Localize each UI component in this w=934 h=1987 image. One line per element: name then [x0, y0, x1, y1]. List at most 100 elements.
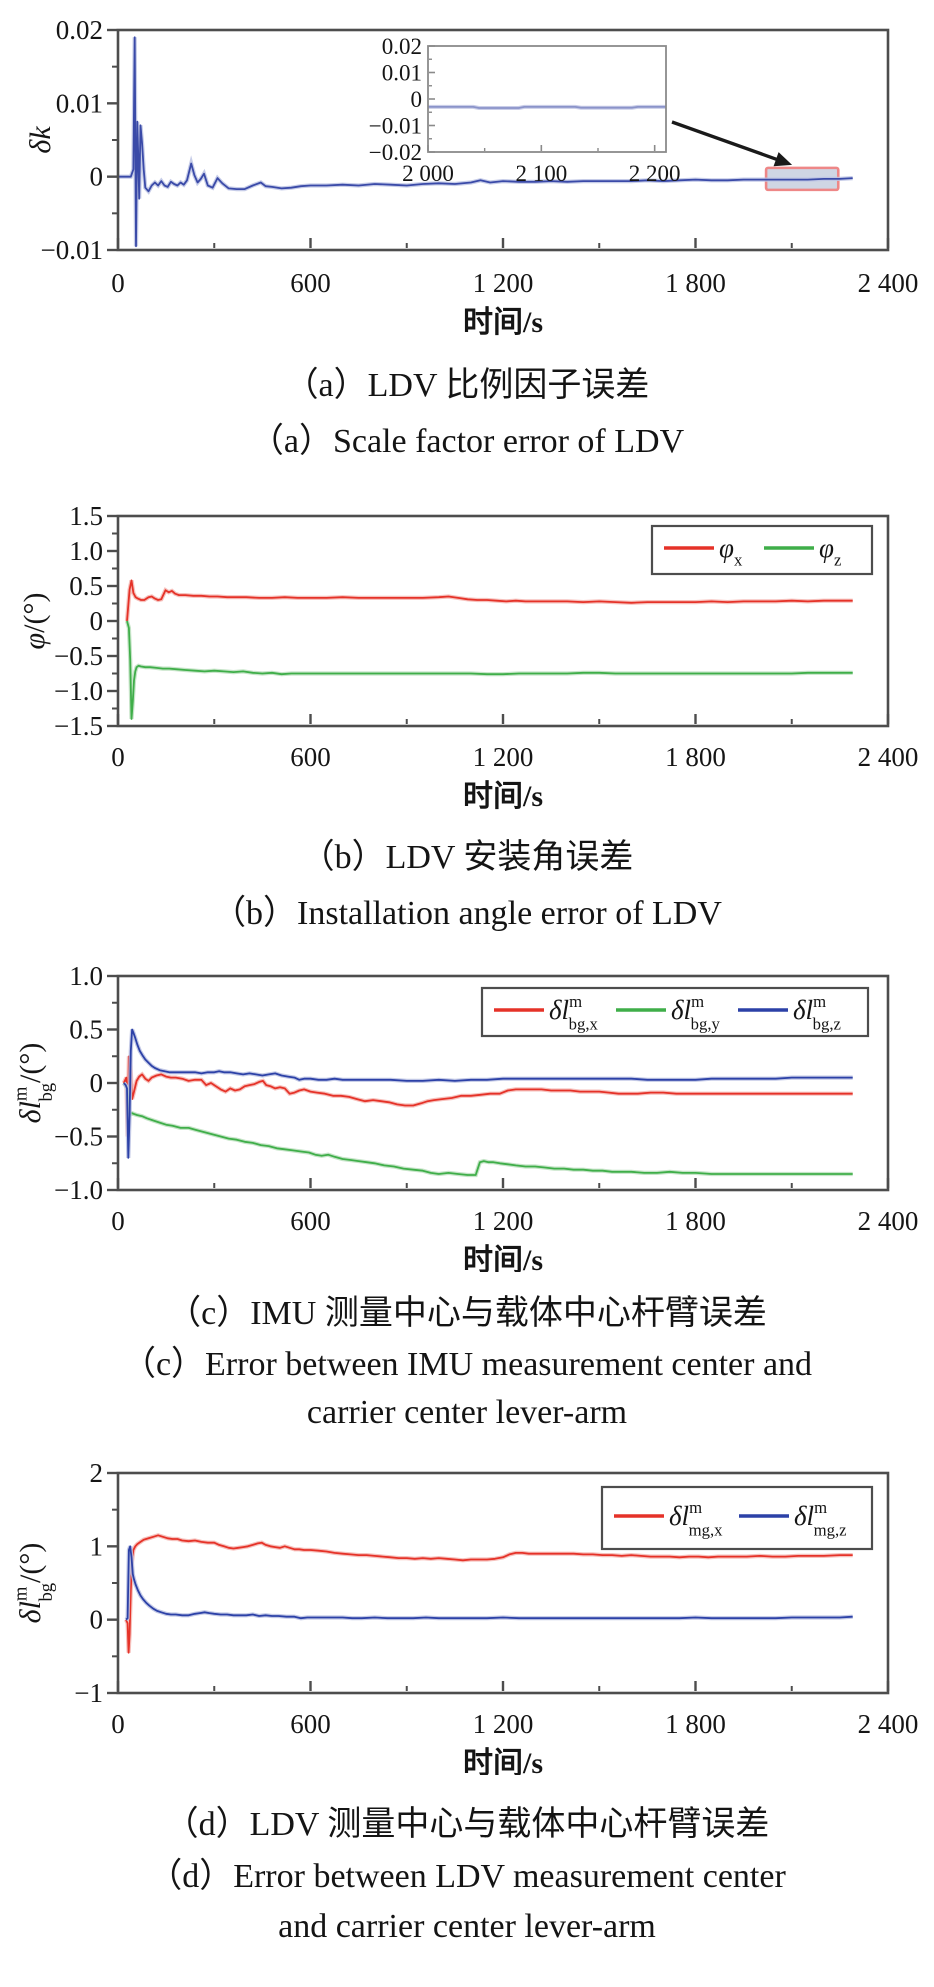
panel-a: 0.02 0.01 0 −0.01 0 600 1 200 1 800 2 400 时间/s δk 0…: [0, 0, 934, 462]
x-tick-label: 1 200: [473, 268, 534, 298]
x-tick-label: 1 200: [473, 742, 534, 772]
panel-c-caption-en-line2: carrier center lever-arm: [306, 1393, 628, 1431]
x-tick-label: 0: [111, 1709, 125, 1739]
x-tick-label: 600: [290, 742, 331, 772]
x-tick-label: 0: [111, 742, 125, 772]
y-tick-label: 0: [90, 162, 104, 192]
y-tick-label: 1.0: [69, 961, 103, 991]
inset-x-tick-label: 2 100: [515, 161, 567, 186]
x-axis-title: 时间/s: [463, 780, 543, 810]
x-tick-label: 600: [290, 268, 331, 298]
x-tick-label: 1 800: [665, 268, 726, 298]
panel-a-caption-en: （a）Scale factor error of LDV: [249, 423, 685, 461]
series-line-d-0: [125, 1534, 853, 1654]
x-tick-label: 2 400: [858, 1709, 919, 1739]
x-axis-title: 时间/s: [463, 1244, 543, 1272]
chart-svg-b: 1.5 1.0 0.5 0 −0.5 −1.0 −1.5 0 600 1 200 1 800 2 40…: [18, 501, 919, 810]
panel-b-caption-en: （b）Installation angle error of LDV: [212, 895, 722, 933]
y-axis-title: φ/(°): [18, 593, 51, 650]
plot-frame: [116, 28, 890, 252]
y-axis-title: δlm bg/(°): [11, 1542, 58, 1623]
panel-d-chart: 2 1 0 −1 0 600 1 200 1 800 2 400 时间/s δlm bg/(°) δlm…: [0, 1445, 934, 1775]
x-tick-label: 1 800: [665, 1206, 726, 1236]
x-tick-label: 1 800: [665, 742, 726, 772]
panel-d: 2 1 0 −1 0 600 1 200 1 800 2 400 时间/s δlm bg/(°) δlm…: [0, 1445, 934, 1947]
panel-d-caption-en-line2: and carrier center lever-arm: [278, 1907, 656, 1945]
legend-box: [480, 987, 870, 1038]
legend-label: φz: [819, 533, 841, 570]
legend-box: [600, 1485, 874, 1550]
chart-svg-c: 1.0 0.5 0 −0.5 −1.0 0 600 1 200 1 800 2 400 时间/s δl…: [11, 961, 919, 1272]
y-tick-label: −0.5: [54, 641, 103, 671]
legend-label: φx: [719, 533, 743, 570]
plot-frame: [116, 514, 890, 728]
x-tick-label: 2 400: [858, 1206, 919, 1236]
series-line-c-2: [123, 1029, 853, 1160]
y-tick-label: −0.5: [54, 1122, 103, 1152]
series-halo-d-0: [124, 1532, 853, 1653]
panel-c-caption-zh: （c）IMU 测量中心与载体中心杆臂误差: [167, 1295, 767, 1333]
x-tick-label: 1 200: [473, 1206, 534, 1236]
inset-x-tick-label: 2 000: [402, 161, 454, 186]
panel-a-chart: 0.02 0.01 0 −0.01 0 600 1 200 1 800 2 400 时间/s δk 0…: [0, 0, 934, 340]
panel-b: 1.5 1.0 0.5 0 −0.5 −1.0 −1.5 0 600 1 200 1 800 2 40…: [0, 488, 934, 934]
y-tick-label: 0: [90, 606, 104, 636]
x-tick-label: 2 400: [858, 742, 919, 772]
y-tick-label: 1.5: [69, 501, 103, 531]
panel-d-caption-en-line1: （d）Error between LDV measurement center: [148, 1857, 786, 1895]
series-line-b-1: [126, 620, 853, 721]
panel-b-chart: 1.5 1.0 0.5 0 −0.5 −1.0 −1.5 0 600 1 200 1 800 2 40…: [0, 488, 934, 810]
inset-y-tick-label: −0.01: [369, 114, 422, 139]
inset-y-tick-label: 0.01: [382, 61, 422, 86]
legend-label: δlm bg,y: [671, 992, 721, 1034]
x-tick-label: 600: [290, 1206, 331, 1236]
plot-frame: [116, 1471, 890, 1695]
chart-svg-d: 2 1 0 −1 0 600 1 200 1 800 2 400 时间/s δlm bg/(°) δlm…: [11, 1458, 919, 1775]
callout-arrow-line: [671, 120, 783, 163]
y-tick-label: −1.5: [54, 711, 103, 741]
x-axis-title: 时间/s: [463, 1747, 543, 1775]
plot-frame: [116, 975, 890, 1192]
y-axis-title-text: δlm bg/(°): [11, 1542, 58, 1623]
y-tick-label: 2: [90, 1458, 104, 1488]
y-axis-title-text: δk: [24, 126, 57, 154]
y-axis-title-text: φ/(°): [18, 593, 51, 650]
x-tick-label: 600: [290, 1709, 331, 1739]
inset-y-tick-label: 0: [411, 87, 423, 112]
y-tick-label: 0: [90, 1068, 104, 1098]
series-halo-c-0: [121, 1055, 853, 1137]
y-tick-label: −1.0: [54, 1175, 103, 1205]
series-line-b-0: [126, 579, 853, 622]
panel-d-caption-zh: （d）LDV 测量中心与载体中心杆臂误差: [164, 1805, 770, 1843]
x-tick-label: 1 200: [473, 1709, 534, 1739]
y-tick-label: 1: [90, 1531, 104, 1561]
x-tick-label: 1 800: [665, 1709, 726, 1739]
legend-label: δlm mg,z: [794, 1498, 847, 1540]
inset-series-line: [428, 106, 666, 109]
y-tick-label: 0.5: [69, 571, 103, 601]
y-tick-label: −1: [74, 1678, 103, 1708]
series-halo-b-1: [124, 620, 853, 720]
panel-c-chart: 1.0 0.5 0 −0.5 −1.0 0 600 1 200 1 800 2 400 时间/s δl…: [0, 956, 934, 1272]
y-tick-label: 0.5: [69, 1015, 103, 1045]
series-line-d-1: [125, 1545, 853, 1621]
x-tick-label: 0: [111, 1206, 125, 1236]
y-tick-label: 0: [90, 1604, 104, 1634]
x-tick-label: 2 400: [858, 268, 919, 298]
x-tick-label: 0: [111, 268, 125, 298]
callout-arrow-head: [773, 152, 793, 167]
legend-box: [650, 525, 874, 576]
y-tick-label: −0.01: [41, 235, 103, 265]
y-tick-label: −1.0: [54, 676, 103, 706]
series-halo-a-0: [118, 37, 853, 247]
legend-label: δlm bg,x: [549, 992, 599, 1034]
panel-a-caption-zh: （a）LDV 比例因子误差: [284, 367, 650, 404]
y-tick-label: 1.0: [69, 536, 103, 566]
series-line-a-0: [118, 36, 853, 248]
y-axis-title: δk: [24, 126, 57, 154]
y-axis-title: δlm bg/(°): [11, 1043, 58, 1124]
x-axis-title: 时间/s: [463, 306, 543, 339]
panel-c-caption-en-line1: （c）Error between IMU measurement center …: [121, 1345, 813, 1383]
series-line-c-1: [123, 1082, 853, 1177]
inset-y-tick-label: −0.02: [369, 140, 422, 165]
